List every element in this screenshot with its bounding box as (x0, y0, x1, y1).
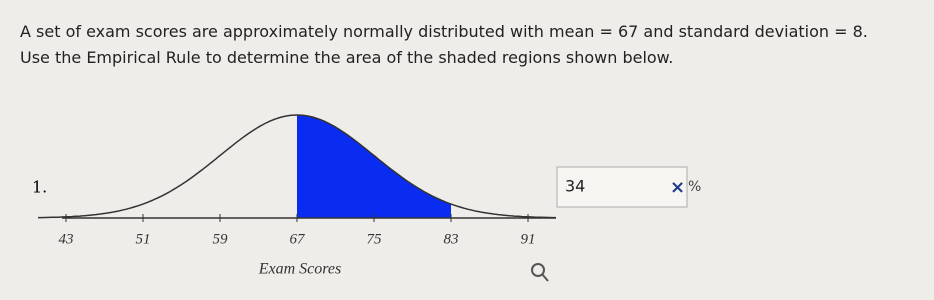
search-icon[interactable] (531, 263, 549, 282)
problem-text: Use the Empirical Rule to determine the … (20, 48, 674, 67)
tick-label: 43 (59, 231, 74, 247)
tick-label: 83 (444, 231, 459, 247)
shaded-region (297, 115, 451, 218)
problem-text: A set of exam scores are approximately n… (20, 22, 868, 41)
tick-label: 75 (367, 231, 383, 247)
tick-label: 59 (213, 231, 229, 247)
curve (38, 114, 556, 219)
answer-unit: % (688, 179, 701, 195)
normal-curve: 43 51 59 67 75 83 91 (38, 114, 556, 247)
item-number: 1. (32, 178, 47, 197)
tick-label: 67 (290, 231, 307, 247)
tick-label: 51 (136, 231, 151, 247)
tick-label: 91 (521, 231, 536, 247)
answer-value: 34 (565, 177, 585, 196)
wrong-mark: × (670, 177, 685, 198)
answer-box[interactable] (556, 166, 688, 208)
x-axis-label: Exam Scores (258, 261, 342, 278)
